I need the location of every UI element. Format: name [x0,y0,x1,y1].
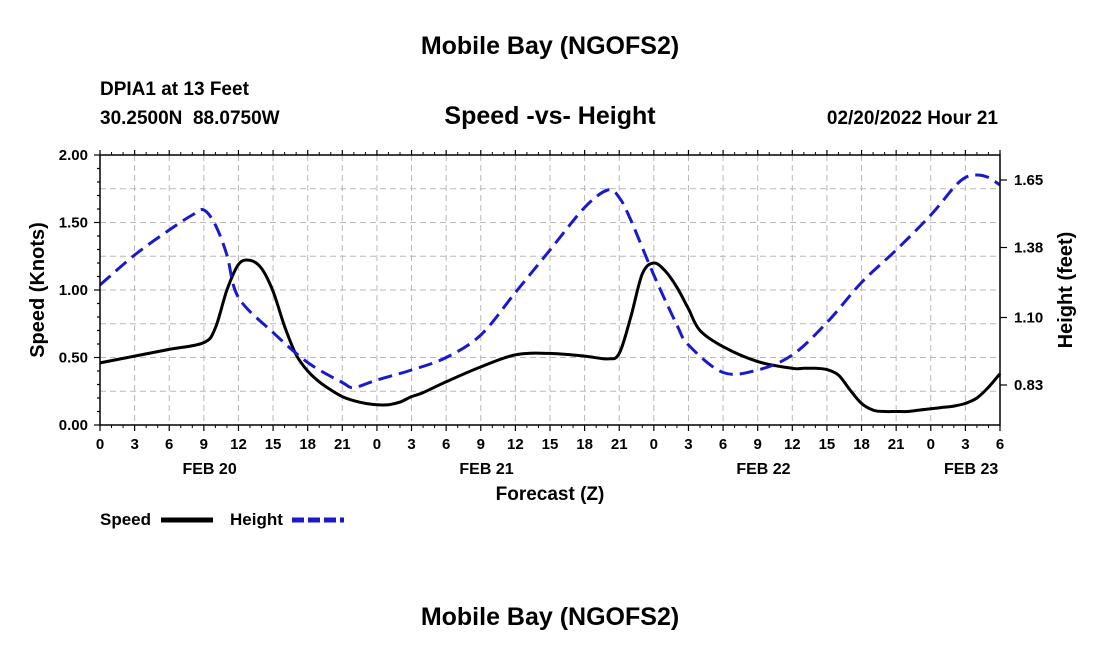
y2-axis-ticks: 0.83 1.10 1.38 1.65 [1000,172,1043,394]
station-coordinates: 30.2500N 88.0750W [100,108,280,129]
x-day-label: FEB 22 [736,461,790,478]
x-tick-label: 15 [265,436,282,453]
series-height-line [99,173,1001,390]
y2-tick-label: 1.65 [1014,172,1043,189]
x-tick-label: 0 [96,436,104,453]
legend-height-label: Height [230,510,283,529]
x-tick-label: 18 [853,436,870,453]
x-tick-label: 18 [576,436,593,453]
station-label: DPIA1 at 13 Feet [100,79,250,100]
x-tick-label: 12 [507,436,524,453]
y-tick-label: 0.00 [59,417,88,434]
x-tick-label: 3 [407,436,415,453]
legend: Speed Height [100,510,344,529]
x-tick-label: 3 [961,436,969,453]
x-day-label: FEB 23 [944,461,998,478]
x-tick-label: 9 [477,436,485,453]
x-tick-label: 21 [611,436,628,453]
footer-chart-title: Mobile Bay (NGOFS2) [421,603,679,631]
x-tick-label: 0 [927,436,935,453]
x-tick-label: 9 [754,436,762,453]
x-tick-label: 3 [130,436,138,453]
chart-subtitle: Speed -vs- Height [444,102,656,130]
grid-lines [100,155,1000,425]
y-axis-label: Speed (Knots) [27,222,49,358]
y-tick-label: 1.00 [59,282,88,299]
x-day-label: FEB 20 [182,461,236,478]
x-tick-label: 3 [684,436,692,453]
x-tick-label: 9 [200,436,208,453]
data-series [99,173,1002,414]
y-tick-label: 2.00 [59,147,88,164]
x-tick-label: 21 [334,436,351,453]
x-tick-label: 0 [373,436,381,453]
x-tick-label: 15 [819,436,836,453]
x-tick-label: 15 [542,436,559,453]
x-tick-label: 6 [165,436,173,453]
x-tick-label: 6 [996,436,1004,453]
x-tick-label: 6 [442,436,450,453]
x-tick-label: 12 [230,436,247,453]
y2-tick-label: 1.38 [1014,240,1043,257]
x-tick-label: 6 [719,436,727,453]
forecast-timestamp: 02/20/2022 Hour 21 [827,108,999,129]
legend-speed-label: Speed [100,510,151,529]
x-tick-label: 0 [650,436,658,453]
x-tick-label: 18 [299,436,316,453]
x-tick-label: 21 [888,436,905,453]
y-axis-ticks: 0.00 0.50 1.00 1.50 2.00 [59,147,100,434]
chart-title: Mobile Bay (NGOFS2) [421,32,679,60]
y-tick-label: 1.50 [59,215,88,232]
x-axis-label: Forecast (Z) [496,484,605,505]
x-axis-ticks: 0 3 6 9 12 15 18 21 0 3 6 9 12 15 18 21 0 3 6 9 12 15 18 21 0 3 6F… [96,150,1004,478]
y-tick-label: 0.50 [59,350,88,367]
y2-tick-label: 1.10 [1014,310,1043,327]
x-tick-label: 12 [784,436,801,453]
series-speed-line [99,258,1002,414]
x-day-label: FEB 21 [459,461,513,478]
y2-tick-label: 0.83 [1014,377,1043,394]
y2-axis-label: Height (feet) [1055,232,1077,349]
